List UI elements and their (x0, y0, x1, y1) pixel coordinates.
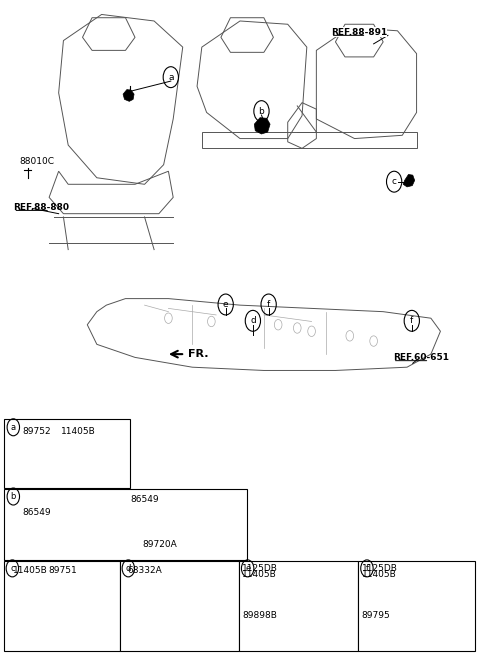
Text: f: f (410, 316, 413, 325)
Text: a: a (11, 422, 16, 432)
Text: 1125DB: 1125DB (362, 564, 397, 573)
Bar (4, 561, 120, 651)
Text: 11405B: 11405B (13, 567, 48, 575)
Polygon shape (123, 90, 134, 101)
Text: 89720A: 89720A (142, 541, 177, 549)
Text: 11405B: 11405B (242, 571, 277, 579)
Text: 1125DB: 1125DB (242, 564, 278, 573)
Text: f: f (267, 300, 270, 309)
Bar (239, 561, 359, 651)
Text: b: b (259, 107, 264, 115)
Text: 89795: 89795 (362, 611, 390, 620)
Text: 11405B: 11405B (61, 426, 96, 436)
Bar (4, 419, 130, 488)
Polygon shape (254, 117, 270, 134)
Text: e: e (223, 300, 228, 309)
Text: REF.60-651: REF.60-651 (393, 353, 449, 362)
Text: d: d (126, 564, 131, 573)
Bar (359, 561, 475, 651)
Text: 86549: 86549 (130, 495, 159, 504)
Text: e: e (245, 564, 250, 573)
Text: 88010C: 88010C (20, 157, 55, 166)
Text: 89751: 89751 (48, 567, 77, 575)
Text: c: c (392, 177, 396, 186)
Text: a: a (168, 73, 174, 81)
Bar (4, 489, 247, 560)
Bar (120, 561, 239, 651)
Text: REF.88-880: REF.88-880 (13, 203, 69, 212)
Polygon shape (403, 174, 415, 187)
Text: 68332A: 68332A (128, 567, 163, 575)
Text: 86549: 86549 (23, 508, 51, 517)
FancyBboxPatch shape (1, 1, 479, 419)
Text: f: f (365, 564, 369, 573)
Text: 89898B: 89898B (242, 611, 277, 620)
Text: c: c (10, 564, 15, 573)
Text: 11405B: 11405B (362, 571, 396, 579)
Text: 89752: 89752 (23, 426, 51, 436)
Text: FR.: FR. (188, 349, 208, 359)
Text: d: d (250, 316, 256, 325)
Text: b: b (11, 492, 16, 501)
Text: REF.88-891: REF.88-891 (331, 28, 387, 37)
